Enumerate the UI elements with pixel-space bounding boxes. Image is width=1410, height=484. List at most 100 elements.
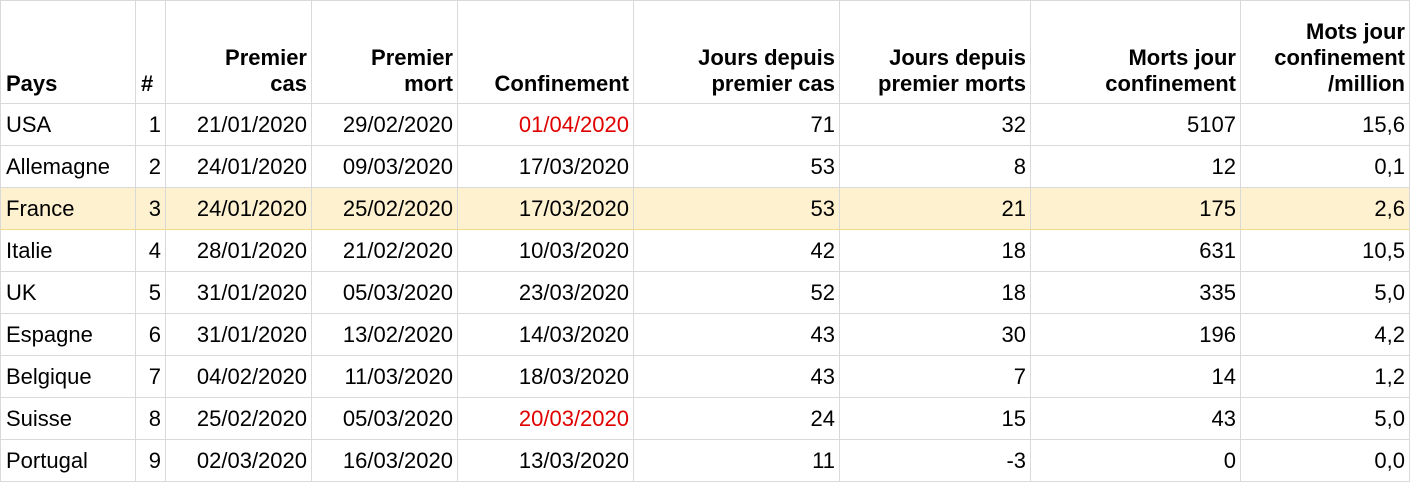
cell-jours-morts[interactable]: 32	[839, 103, 1031, 146]
cell-jours-morts[interactable]: 18	[839, 229, 1031, 272]
cell-jours-morts[interactable]: -3	[839, 439, 1031, 482]
cell-premier-mort[interactable]: 05/03/2020	[311, 271, 458, 314]
cell-per-million[interactable]: 5,0	[1240, 271, 1410, 314]
cell-premier-cas[interactable]: 21/01/2020	[165, 103, 312, 146]
header-morts-jour[interactable]: Morts jour confinement	[1030, 0, 1241, 104]
cell-premier-cas[interactable]: 28/01/2020	[165, 229, 312, 272]
cell-premier-cas[interactable]: 24/01/2020	[165, 187, 312, 230]
table-row: Suisse 8 25/02/2020 05/03/2020 20/03/202…	[0, 397, 1410, 440]
cell-confinement[interactable]: 17/03/2020	[457, 145, 634, 188]
cell-premier-mort[interactable]: 05/03/2020	[311, 397, 458, 440]
cell-confinement[interactable]: 10/03/2020	[457, 229, 634, 272]
header-num[interactable]: #	[135, 0, 166, 104]
cell-premier-mort[interactable]: 25/02/2020	[311, 187, 458, 230]
cell-num[interactable]: 2	[135, 145, 166, 188]
cell-premier-mort[interactable]: 13/02/2020	[311, 313, 458, 356]
cell-premier-mort[interactable]: 09/03/2020	[311, 145, 458, 188]
cell-premier-cas[interactable]: 25/02/2020	[165, 397, 312, 440]
cell-per-million[interactable]: 2,6	[1240, 187, 1410, 230]
cell-jours-cas[interactable]: 71	[633, 103, 840, 146]
cell-pays[interactable]: Espagne	[0, 313, 136, 356]
cell-pays[interactable]: USA	[0, 103, 136, 146]
cell-jours-morts[interactable]: 30	[839, 313, 1031, 356]
cell-pays[interactable]: UK	[0, 271, 136, 314]
cell-jours-cas[interactable]: 53	[633, 145, 840, 188]
cell-per-million[interactable]: 15,6	[1240, 103, 1410, 146]
cell-confinement[interactable]: 13/03/2020	[457, 439, 634, 482]
cell-morts-jour[interactable]: 175	[1030, 187, 1241, 230]
cell-num[interactable]: 3	[135, 187, 166, 230]
cell-per-million[interactable]: 4,2	[1240, 313, 1410, 356]
cell-pays[interactable]: Suisse	[0, 397, 136, 440]
table-row: Portugal 9 02/03/2020 16/03/2020 13/03/2…	[0, 439, 1410, 482]
cell-jours-cas[interactable]: 52	[633, 271, 840, 314]
cell-premier-cas[interactable]: 24/01/2020	[165, 145, 312, 188]
table-row: Espagne 6 31/01/2020 13/02/2020 14/03/20…	[0, 313, 1410, 356]
header-pays[interactable]: Pays	[0, 0, 136, 104]
cell-morts-jour[interactable]: 631	[1030, 229, 1241, 272]
cell-num[interactable]: 1	[135, 103, 166, 146]
cell-jours-cas[interactable]: 11	[633, 439, 840, 482]
cell-pays[interactable]: Portugal	[0, 439, 136, 482]
cell-premier-cas[interactable]: 04/02/2020	[165, 355, 312, 398]
cell-num[interactable]: 8	[135, 397, 166, 440]
cell-per-million[interactable]: 0,1	[1240, 145, 1410, 188]
cell-per-million[interactable]: 0,0	[1240, 439, 1410, 482]
cell-pays[interactable]: France	[0, 187, 136, 230]
cell-pays[interactable]: Belgique	[0, 355, 136, 398]
header-premier-mort[interactable]: Premier mort	[311, 0, 458, 104]
cell-per-million[interactable]: 1,2	[1240, 355, 1410, 398]
cell-morts-jour[interactable]: 0	[1030, 439, 1241, 482]
table-row: Belgique 7 04/02/2020 11/03/2020 18/03/2…	[0, 355, 1410, 398]
table-row-highlighted: France 3 24/01/2020 25/02/2020 17/03/202…	[0, 187, 1410, 230]
cell-confinement[interactable]: 01/04/2020	[457, 103, 634, 146]
cell-jours-morts[interactable]: 7	[839, 355, 1031, 398]
cell-per-million[interactable]: 10,5	[1240, 229, 1410, 272]
cell-morts-jour[interactable]: 12	[1030, 145, 1241, 188]
cell-morts-jour[interactable]: 14	[1030, 355, 1241, 398]
cell-jours-cas[interactable]: 43	[633, 355, 840, 398]
header-jours-morts[interactable]: Jours depuis premier morts	[839, 0, 1031, 104]
cell-jours-morts[interactable]: 18	[839, 271, 1031, 314]
cell-morts-jour[interactable]: 5107	[1030, 103, 1241, 146]
table-row: Allemagne 2 24/01/2020 09/03/2020 17/03/…	[0, 145, 1410, 188]
cell-jours-cas[interactable]: 42	[633, 229, 840, 272]
cell-premier-mort[interactable]: 29/02/2020	[311, 103, 458, 146]
cell-premier-cas[interactable]: 02/03/2020	[165, 439, 312, 482]
cell-pays[interactable]: Allemagne	[0, 145, 136, 188]
header-confinement[interactable]: Confinement	[457, 0, 634, 104]
header-row: Pays # Premier cas Premier mort Confinemen…	[0, 0, 1410, 104]
cell-premier-mort[interactable]: 21/02/2020	[311, 229, 458, 272]
table-row: Italie 4 28/01/2020 21/02/2020 10/03/202…	[0, 229, 1410, 272]
cell-num[interactable]: 7	[135, 355, 166, 398]
cell-morts-jour[interactable]: 43	[1030, 397, 1241, 440]
cell-jours-morts[interactable]: 8	[839, 145, 1031, 188]
cell-confinement[interactable]: 20/03/2020	[457, 397, 634, 440]
cell-num[interactable]: 4	[135, 229, 166, 272]
cell-jours-cas[interactable]: 43	[633, 313, 840, 356]
cell-morts-jour[interactable]: 335	[1030, 271, 1241, 314]
cell-num[interactable]: 5	[135, 271, 166, 314]
cell-jours-morts[interactable]: 15	[839, 397, 1031, 440]
cell-jours-cas[interactable]: 24	[633, 397, 840, 440]
header-jours-cas[interactable]: Jours depuis premier cas	[633, 0, 840, 104]
header-per-million[interactable]: Mots jour confinement/million	[1240, 0, 1410, 104]
cell-pays[interactable]: Italie	[0, 229, 136, 272]
cell-jours-morts[interactable]: 21	[839, 187, 1031, 230]
cell-morts-jour[interactable]: 196	[1030, 313, 1241, 356]
cell-jours-cas[interactable]: 53	[633, 187, 840, 230]
cell-confinement[interactable]: 14/03/2020	[457, 313, 634, 356]
cell-confinement[interactable]: 18/03/2020	[457, 355, 634, 398]
cell-premier-mort[interactable]: 16/03/2020	[311, 439, 458, 482]
cell-num[interactable]: 9	[135, 439, 166, 482]
cell-confinement[interactable]: 23/03/2020	[457, 271, 634, 314]
table-row: UK 5 31/01/2020 05/03/2020 23/03/2020 52…	[0, 271, 1410, 314]
cell-per-million[interactable]: 5,0	[1240, 397, 1410, 440]
cell-premier-cas[interactable]: 31/01/2020	[165, 313, 312, 356]
cell-premier-cas[interactable]: 31/01/2020	[165, 271, 312, 314]
cell-num[interactable]: 6	[135, 313, 166, 356]
cell-confinement[interactable]: 17/03/2020	[457, 187, 634, 230]
cell-premier-mort[interactable]: 11/03/2020	[311, 355, 458, 398]
header-premier-cas[interactable]: Premier cas	[165, 0, 312, 104]
